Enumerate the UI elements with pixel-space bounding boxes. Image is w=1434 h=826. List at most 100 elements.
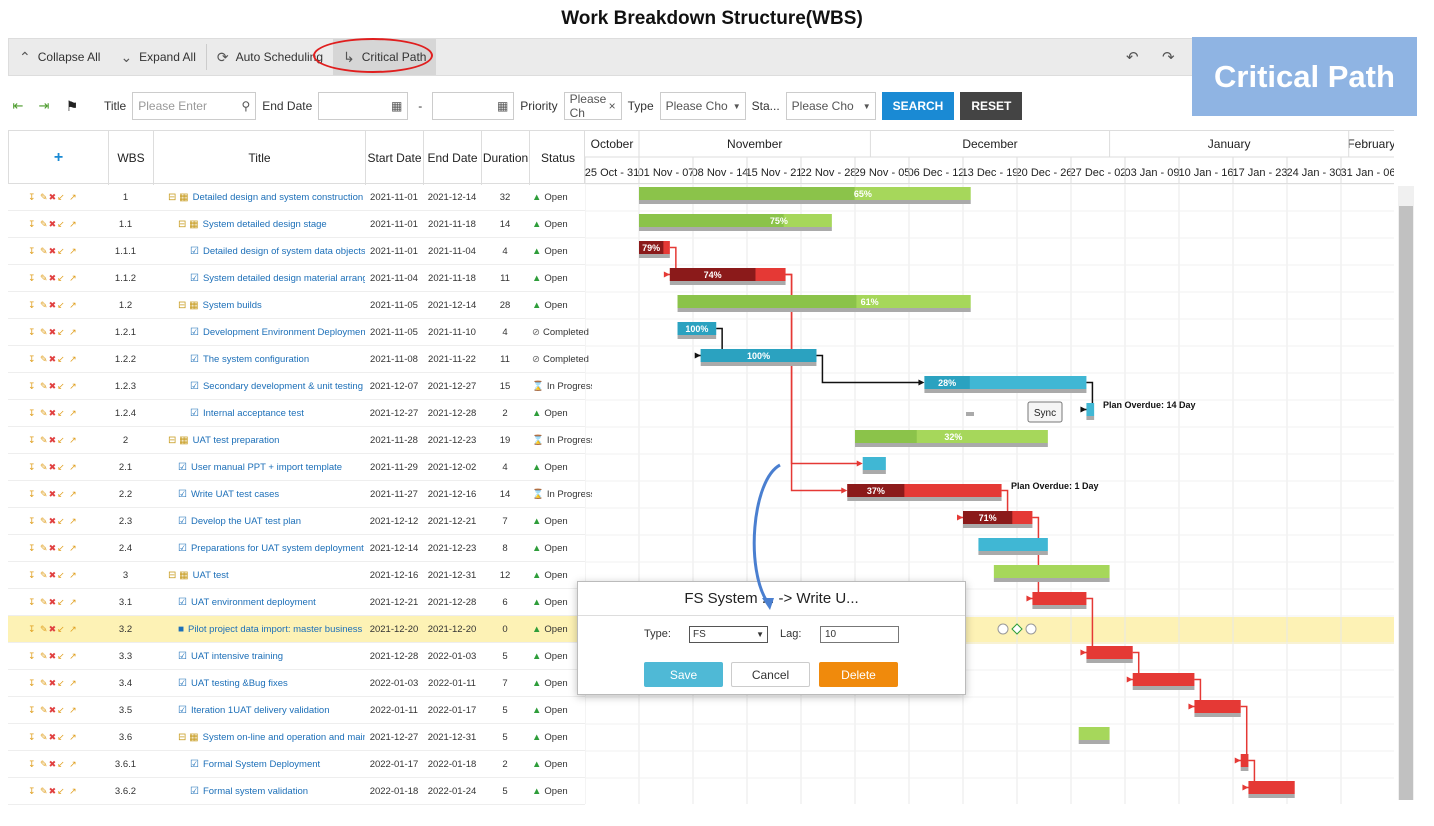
end-date-to-input[interactable]: ▦ (432, 92, 515, 120)
status-select[interactable]: Please Cho ▼ (785, 92, 876, 120)
gantt-bar[interactable] (1240, 754, 1249, 771)
title-cell[interactable]: ⊟ ▦ UAT test (168, 562, 365, 589)
table-row[interactable]: ↧ ✎ ✖ ↙ ↗ 1.1 ⊟ ▦ System detailed design st… (8, 211, 585, 238)
gantt-bar[interactable] (1194, 700, 1241, 717)
table-row[interactable]: ↧ ✎ ✖ ↙ ↗ 2.2 ☑ Write UAT test cases 2021-11… (8, 481, 592, 508)
row-actions[interactable]: ↧ ✎ ✖ ↙ ↗ (28, 597, 78, 607)
row-actions[interactable]: ↧ ✎ ✖ ↙ ↗ (28, 759, 78, 769)
title-cell[interactable]: ☑ UAT environment deployment (178, 589, 365, 616)
row-actions[interactable]: ↧ ✎ ✖ ↙ ↗ (28, 786, 78, 796)
table-row[interactable]: ↧ ✎ ✖ ↙ ↗ 2.1 ☑ User manual PPT + import te… (8, 454, 585, 481)
row-actions[interactable]: ↧ ✎ ✖ ↙ ↗ (28, 678, 78, 688)
milestone-diamond[interactable] (1011, 623, 1023, 635)
row-actions[interactable]: ↧ ✎ ✖ ↙ ↗ (28, 354, 78, 364)
row-actions[interactable]: ↧ ✎ ✖ ↙ ↗ (28, 462, 78, 472)
title-cell[interactable]: ☑ Write UAT test cases (178, 481, 365, 508)
end-date-from-input[interactable]: ▦ (318, 92, 409, 120)
gantt-bar[interactable] (1248, 781, 1295, 798)
row-actions[interactable]: ↧ ✎ ✖ ↙ ↗ (28, 732, 78, 742)
link-type-select[interactable]: FS ▼ (689, 626, 768, 643)
table-row[interactable]: ↧ ✎ ✖ ↙ ↗ 1.1.2 ☑ System detailed design ma… (8, 265, 585, 292)
title-cell[interactable]: ☑ Development Environment Deployment (190, 319, 365, 346)
scrollbar-thumb[interactable] (1399, 206, 1413, 800)
title-filter-input[interactable]: Please Enter ⚲ (132, 92, 257, 120)
table-row[interactable]: ↧ ✎ ✖ ↙ ↗ 1.2.4 ☑ Internal acceptance test 2… (8, 400, 585, 427)
title-cell[interactable]: ☑ Internal acceptance test (190, 400, 365, 427)
auto-scheduling-button[interactable]: ⟳ Auto Scheduling (207, 39, 333, 75)
row-actions[interactable]: ↧ ✎ ✖ ↙ ↗ (28, 408, 78, 418)
dependency-link[interactable] (1030, 516, 1040, 600)
title-cell[interactable]: ■ Pilot project data import: master busin… (178, 616, 365, 643)
row-actions[interactable]: ↧ ✎ ✖ ↙ ↗ (28, 543, 78, 553)
table-row[interactable]: ↧ ✎ ✖ ↙ ↗ 3.4 ☑ UAT testing &Bug fixes 2022-… (8, 670, 585, 697)
delete-button[interactable]: Delete (819, 662, 898, 687)
title-cell[interactable]: ⊟ ▦ Detailed design and system constructi… (168, 184, 365, 211)
link-handle[interactable] (997, 623, 1009, 635)
row-actions[interactable]: ↧ ✎ ✖ ↙ ↗ (28, 624, 78, 634)
expand-all-button[interactable]: ⌄ Expand All (110, 39, 205, 75)
row-actions[interactable]: ↧ ✎ ✖ ↙ ↗ (28, 273, 78, 283)
collapse-all-button[interactable]: ⌃ Collapse All (9, 39, 110, 75)
table-row[interactable]: ↧ ✎ ✖ ↙ ↗ 1.1.1 ☑ Detailed design of system… (8, 238, 585, 265)
table-row[interactable]: ↧ ✎ ✖ ↙ ↗ 3 ⊟ ▦ UAT test 2021-12-16 2021-12-3… (8, 562, 585, 589)
gantt-bar[interactable] (993, 565, 1110, 582)
gantt-bar[interactable] (1032, 592, 1087, 609)
gantt-bar[interactable]: 37% (847, 484, 1002, 501)
gantt-bar[interactable]: 74% (669, 268, 786, 285)
row-actions[interactable]: ↧ ✎ ✖ ↙ ↗ (28, 327, 78, 337)
title-cell[interactable]: ☑ The system configuration (190, 346, 365, 373)
link-handle[interactable] (1025, 623, 1037, 635)
gantt-bar[interactable]: 100% (700, 349, 817, 366)
gantt-bar[interactable]: 79% (639, 241, 670, 258)
table-row[interactable]: ↧ ✎ ✖ ↙ ↗ 3.3 ☑ UAT intensive training 2021-… (8, 643, 585, 670)
table-row[interactable]: ↧ ✎ ✖ ↙ ↗ 3.6 ⊟ ▦ System on-line and operat… (8, 724, 585, 751)
row-actions[interactable]: ↧ ✎ ✖ ↙ ↗ (28, 381, 78, 391)
gantt-bar[interactable] (1086, 403, 1095, 420)
lag-input[interactable]: 10 (820, 626, 899, 643)
sync-button[interactable] (1027, 401, 1063, 423)
flag-icon[interactable]: ⚑ (65, 97, 79, 114)
gantt-bar[interactable] (978, 538, 1048, 555)
title-cell[interactable]: ⊟ ▦ System builds (178, 292, 365, 319)
title-cell[interactable]: ⊟ ▦System on-line and operation and main… (178, 724, 365, 751)
dependency-link[interactable] (785, 273, 846, 492)
critical-path-button[interactable]: ↳ Critical Path (333, 39, 437, 75)
row-actions[interactable]: ↧ ✎ ✖ ↙ ↗ (28, 516, 78, 526)
table-row[interactable]: ↧ ✎ ✖ ↙ ↗ 2 ⊟ ▦ UAT test preparation 2021-11… (8, 427, 592, 454)
table-row[interactable]: ↧ ✎ ✖ ↙ ↗ 3.6.2 ☑ Formal system validation 2… (8, 778, 585, 805)
row-actions[interactable]: ↧ ✎ ✖ ↙ ↗ (28, 705, 78, 715)
gantt-bar[interactable]: 71% (963, 511, 1033, 528)
title-cell[interactable]: ☑ User manual PPT + import template (178, 454, 365, 481)
column-header-end-date[interactable]: End Date (424, 131, 482, 185)
title-cell[interactable]: ☑ Detailed design of system data objects … (190, 238, 365, 265)
dependency-link[interactable] (816, 354, 923, 384)
title-cell[interactable]: ☑ UAT intensive training (178, 643, 365, 670)
table-row[interactable]: ↧ ✎ ✖ ↙ ↗ 1.2 ⊟ ▦ System builds 2021-11-05 20… (8, 292, 585, 319)
redo-icon[interactable]: ↷ (1162, 49, 1175, 66)
row-actions[interactable]: ↧ ✎ ✖ ↙ ↗ (28, 246, 78, 256)
row-actions[interactable]: ↧ ✎ ✖ ↙ ↗ (28, 219, 78, 229)
title-cell[interactable]: ⊟ ▦ UAT test preparation (168, 427, 365, 454)
search-button[interactable]: SEARCH (881, 92, 955, 120)
gantt-bar[interactable] (1132, 673, 1195, 690)
reset-button[interactable]: RESET (960, 92, 1023, 120)
cancel-button[interactable]: Cancel (731, 662, 810, 687)
table-row[interactable]: ↧ ✎ ✖ ↙ ↗ 3.2 ■ Pilot project data import: … (8, 616, 585, 643)
indent-icon[interactable]: ⇤ (12, 98, 24, 113)
table-row[interactable]: ↧ ✎ ✖ ↙ ↗ 3.5 ☑ Iteration 1UAT delivery val… (8, 697, 585, 724)
outdent-icon[interactable]: ⇥ (38, 98, 50, 113)
gantt-bar[interactable] (1078, 727, 1110, 744)
gantt-bar[interactable]: 65% (639, 187, 971, 204)
table-row[interactable]: ↧ ✎ ✖ ↙ ↗ 2.4 ☑ Preparations for UAT system… (8, 535, 585, 562)
table-row[interactable]: ↧ ✎ ✖ ↙ ↗ 1 ⊟ ▦ Detailed design and system … (8, 184, 585, 211)
table-row[interactable]: ↧ ✎ ✖ ↙ ↗ 3.1 ☑ UAT environment deployment 2… (8, 589, 585, 616)
column-header-status[interactable]: Status (540, 151, 576, 165)
gantt-bar[interactable]: 32% (855, 430, 1048, 447)
column-header-duration[interactable]: Duration (482, 131, 530, 185)
gantt-bar[interactable]: 61% (677, 295, 971, 312)
title-cell[interactable]: ⊟ ▦ System detailed design stage (178, 211, 365, 238)
save-button[interactable]: Save (644, 662, 723, 687)
gantt-bar[interactable]: 75% (639, 214, 832, 231)
row-actions[interactable]: ↧ ✎ ✖ ↙ ↗ (28, 192, 78, 202)
gantt-bar[interactable] (862, 457, 886, 474)
